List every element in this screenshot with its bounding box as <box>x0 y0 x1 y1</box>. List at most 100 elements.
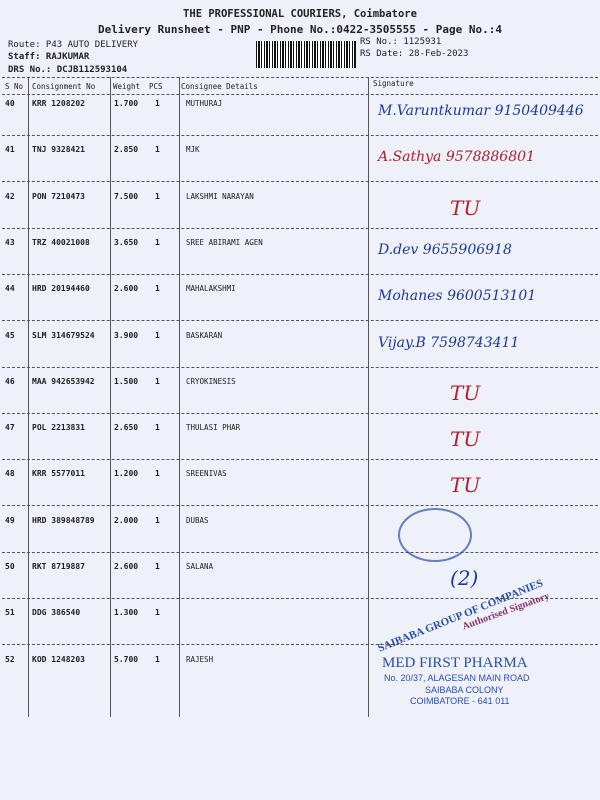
signature: TU <box>450 380 481 405</box>
row-divider <box>2 273 598 275</box>
runsheet-subtitle: Delivery Runsheet - PNP - Phone No.:0422… <box>98 23 502 36</box>
pcs: 1 <box>155 376 160 386</box>
sno: 40 <box>5 99 15 108</box>
row-divider <box>2 644 598 646</box>
consignee-name: CRYOKINESIS <box>186 376 236 386</box>
consignee-name: SALANA <box>186 562 214 571</box>
pcs: 1 <box>155 191 160 201</box>
rs-number: RS No.: 1125931 <box>360 37 442 47</box>
sno: 45 <box>5 330 15 340</box>
row-divider <box>2 505 598 507</box>
consignment-no: PON 7210473 <box>32 191 85 201</box>
consignment-no: MAA 942653942 <box>32 376 95 386</box>
drs-number: DRS No.: DCJB112593104 <box>8 65 128 75</box>
consignment-no: KOD 1248203 <box>32 654 85 664</box>
pcs: 1 <box>155 99 160 108</box>
col-consignment: Consignment No <box>32 82 96 91</box>
sno: 44 <box>5 284 15 294</box>
row-divider <box>2 459 598 461</box>
consignment-no: RKT 8719887 <box>32 562 85 571</box>
weight: 2.000 <box>114 515 139 525</box>
sno: 42 <box>5 191 15 201</box>
consignee-name: MUTHURAJ <box>186 99 223 108</box>
consignee-name: MJK <box>186 145 200 155</box>
weight: 2.850 <box>114 145 139 155</box>
column-line <box>179 77 180 717</box>
consignee-name: LAKSHMI NARAYAN <box>186 191 254 201</box>
rs-date: RS Date: 28-Feb-2023 <box>360 49 469 59</box>
weight: 2.600 <box>114 562 139 571</box>
row-divider <box>2 320 598 322</box>
consignee-name: SREENIVAS <box>186 469 227 479</box>
pcs: 1 <box>155 469 160 479</box>
sno: 49 <box>5 515 15 525</box>
circular-stamp <box>398 508 472 562</box>
row-divider <box>2 181 598 183</box>
col-pcs: PCS <box>149 82 163 91</box>
weight: 5.700 <box>114 654 139 664</box>
consignment-no: KRR 5577011 <box>32 469 85 479</box>
route: Route: P43 AUTO DELIVERY <box>8 40 139 50</box>
consignee-name: RAJESH <box>186 654 214 664</box>
consignment-no: HRD 20194460 <box>32 284 90 294</box>
col-consignee: Consignee Details <box>181 82 258 91</box>
sno: 50 <box>5 562 15 571</box>
consignee-name: MAHALAKSHMI <box>186 284 236 294</box>
weight: 3.900 <box>114 330 139 340</box>
row-divider <box>2 598 598 599</box>
col-weight: Weight <box>113 82 141 91</box>
pharma-stamp-address: No. 20/37, ALAGESAN MAIN ROAD <box>384 673 530 683</box>
consignment-no: HRD 389848789 <box>32 515 95 525</box>
column-line <box>110 77 111 717</box>
consignee-name: THULASI PHAR <box>186 423 241 433</box>
weight: 7.500 <box>114 191 139 201</box>
pharma-stamp-city: COIMBATORE - 641 011 <box>410 696 510 706</box>
sno: 52 <box>5 654 15 664</box>
barcode <box>256 41 356 68</box>
weight: 1.200 <box>114 469 139 479</box>
column-line <box>28 77 29 717</box>
consignee-name: DUBAS <box>186 515 209 525</box>
row-divider <box>2 135 598 136</box>
pcs: 1 <box>155 330 160 340</box>
weight: 2.600 <box>114 284 139 294</box>
signature: D.dev 9655906918 <box>378 241 512 258</box>
signature: TU <box>450 427 481 452</box>
sno: 47 <box>5 423 15 433</box>
column-line <box>368 77 369 717</box>
row-divider <box>2 366 598 368</box>
signature: TU <box>450 473 481 498</box>
sno: 41 <box>5 145 15 155</box>
pcs: 1 <box>155 515 160 525</box>
row-divider <box>2 551 598 553</box>
col-sno: S No <box>5 82 24 91</box>
pcs: 1 <box>155 562 160 571</box>
staff: Staff: RAJKUMAR <box>8 52 90 62</box>
signature: A.Sathya 9578886801 <box>378 149 535 166</box>
pcs: 1 <box>155 145 160 155</box>
consignment-no: TRZ 40021008 <box>32 237 90 247</box>
consignee-name: SREE ABIRAMI AGEN <box>186 237 263 247</box>
signature: TU <box>450 195 481 220</box>
signature: (2) <box>450 566 479 590</box>
sno: 43 <box>5 237 15 247</box>
pcs: 1 <box>155 423 160 433</box>
pcs: 1 <box>155 237 160 247</box>
consignment-no: DDG 386540 <box>32 608 81 618</box>
consignment-no: TNJ 9328421 <box>32 145 85 155</box>
signature: M.Varuntkumar 9150409446 <box>378 103 584 119</box>
weight: 2.650 <box>114 423 139 433</box>
weight: 1.300 <box>114 608 139 618</box>
consignment-no: KRR 1208202 <box>32 99 85 108</box>
row-divider <box>2 412 598 414</box>
sno: 51 <box>5 608 15 618</box>
consignment-no: SLM 314679524 <box>32 330 95 340</box>
weight: 1.700 <box>114 99 139 108</box>
weight: 1.500 <box>114 376 139 386</box>
sno: 46 <box>5 376 15 386</box>
signature: Vijay.B 7598743411 <box>378 334 520 351</box>
pcs: 1 <box>155 284 160 294</box>
pcs: 1 <box>155 608 160 618</box>
pharma-stamp-area: SAIBABA COLONY <box>425 685 504 695</box>
